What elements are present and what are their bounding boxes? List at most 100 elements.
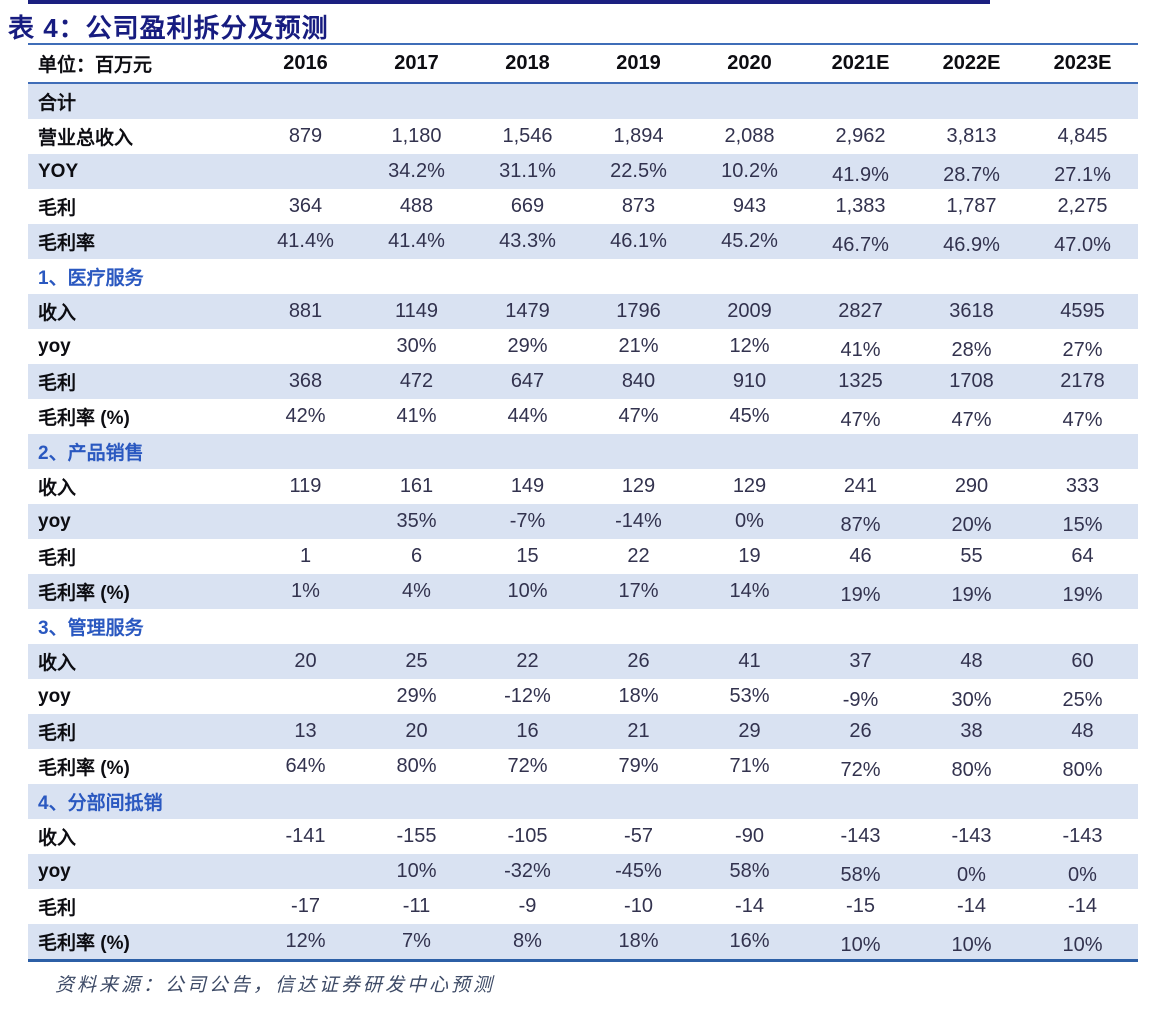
value-cell: -14 <box>957 895 986 917</box>
value-cell: 472 <box>399 370 434 392</box>
value-cell: 3618 <box>949 300 994 322</box>
value-cell: -143 <box>951 825 992 847</box>
value-cell: 80% <box>951 759 992 781</box>
table-row: 毛利 1 6 15 22 19 46 55 64 <box>28 539 1138 574</box>
value-cell: 1% <box>291 580 320 602</box>
value-cell: 42% <box>285 405 326 427</box>
value-cell: 21 <box>627 720 650 742</box>
value-cell: 48 <box>1071 720 1094 742</box>
row-label: 营业总收入 <box>38 128 134 149</box>
row-label: 收入 <box>38 653 77 674</box>
row-label: 2、产品销售 <box>38 443 144 464</box>
value-cell: 64 <box>1071 545 1094 567</box>
value-cell: -7% <box>509 510 546 532</box>
row-label: yoy <box>38 860 71 882</box>
value-cell: 1,787 <box>946 195 997 217</box>
table-row: 收入 -141 -155 -105 -57 -90 -143 -143 -143 <box>28 819 1138 854</box>
value-cell: 29% <box>396 685 437 707</box>
value-cell: 1325 <box>838 370 883 392</box>
table-row: 毛利 364 488 669 873 943 1,383 1,787 2,275 <box>28 189 1138 224</box>
table-row: 毛利率 (%) 42% 41% 44% 47% 45% 47% 47% 47% <box>28 399 1138 434</box>
value-cell: 10% <box>951 934 992 956</box>
row-label: 毛利 <box>38 898 77 919</box>
value-cell: 1,546 <box>502 125 553 147</box>
value-cell: 20 <box>294 650 317 672</box>
value-cell: 6 <box>410 545 423 567</box>
value-cell: 910 <box>732 370 767 392</box>
value-cell: 45.2% <box>721 230 778 252</box>
value-cell: 80% <box>1062 759 1103 781</box>
value-cell: -11 <box>402 895 431 917</box>
value-cell: 37 <box>849 650 872 672</box>
value-cell: 72% <box>840 759 881 781</box>
value-cell: 15% <box>1062 514 1103 536</box>
value-cell: 26 <box>849 720 872 742</box>
value-cell: 129 <box>732 475 767 497</box>
value-cell: 18% <box>618 930 659 952</box>
table-row: 毛利率 41.4% 41.4% 43.3% 46.1% 45.2% 46.7% 46.9% 47… <box>28 224 1138 259</box>
value-cell: 2178 <box>1060 370 1105 392</box>
value-cell: 26 <box>627 650 650 672</box>
value-cell: 1796 <box>616 300 661 322</box>
table-row: 收入 881 1149 1479 1796 2009 2827 3618 4595 <box>28 294 1138 329</box>
data-source-note: 资料来源：公司公告，信达证券研发中心预测 <box>55 975 496 996</box>
value-cell: 80% <box>396 755 437 777</box>
value-cell: 13 <box>294 720 317 742</box>
value-cell: 46.7% <box>832 234 889 256</box>
row-label: 4、分部间抵销 <box>38 793 163 814</box>
row-label: 毛利 <box>38 373 77 394</box>
value-cell: 881 <box>288 300 323 322</box>
value-cell: 10% <box>1062 934 1103 956</box>
table-title: 表 4：公司盈利拆分及预测 <box>8 13 329 43</box>
year-header-2022e: 2022E <box>942 52 1001 74</box>
year-header-2021e: 2021E <box>831 52 890 74</box>
table-row: yoy 10% -32% -45% 58% 58% 0% 0% <box>28 854 1138 889</box>
profit-forecast-table: 单位：百万元 2016 2017 2018 2019 2020 2021E 2022E 202… <box>28 43 1138 962</box>
value-cell: 17% <box>618 580 659 602</box>
value-cell: 647 <box>510 370 545 392</box>
year-header-2017: 2017 <box>394 52 439 74</box>
value-cell: 19 <box>738 545 761 567</box>
value-cell: 48 <box>960 650 983 672</box>
value-cell: 41% <box>396 405 437 427</box>
unit-label: 单位：百万元 <box>38 55 153 76</box>
value-cell: -12% <box>504 685 551 707</box>
value-cell: 41 <box>738 650 761 672</box>
value-cell: 1708 <box>949 370 994 392</box>
value-cell: 34.2% <box>388 160 445 182</box>
value-cell: 1149 <box>394 300 438 322</box>
section-header-row: 4、分部间抵销 <box>28 784 1138 819</box>
value-cell: 46.9% <box>943 234 1000 256</box>
table-row: yoy 30% 29% 21% 12% 41% 28% 27% <box>28 329 1138 364</box>
value-cell: -15 <box>846 895 875 917</box>
row-label: 合计 <box>38 93 77 114</box>
table-row: yoy 29% -12% 18% 53% -9% 30% 25% <box>28 679 1138 714</box>
value-cell: 1,180 <box>391 125 442 147</box>
value-cell: 119 <box>289 475 322 497</box>
value-cell: 4% <box>402 580 431 602</box>
value-cell: 19% <box>840 584 881 606</box>
table-row: 毛利率 (%) 12% 7% 8% 18% 16% 10% 10% 10% <box>28 924 1138 959</box>
table-row: 毛利 13 20 16 21 29 26 38 48 <box>28 714 1138 749</box>
section-header-row: 1、医疗服务 <box>28 259 1138 294</box>
row-label: yoy <box>38 335 71 357</box>
table-row: yoy 35% -7% -14% 0% 87% 20% 15% <box>28 504 1138 539</box>
row-label: 毛利率 (%) <box>38 408 130 429</box>
value-cell: 2,088 <box>724 125 775 147</box>
value-cell: 71% <box>729 755 770 777</box>
value-cell: -45% <box>615 860 662 882</box>
value-cell: 87% <box>840 514 881 536</box>
value-cell: 25 <box>405 650 428 672</box>
section-header-row: 3、管理服务 <box>28 609 1138 644</box>
value-cell: 840 <box>621 370 656 392</box>
value-cell: 45% <box>729 405 770 427</box>
value-cell: 7% <box>402 930 431 952</box>
year-header-2023e: 2023E <box>1053 52 1112 74</box>
table-row: 营业总收入 879 1,180 1,546 1,894 2,088 2,962 3,813 4,… <box>28 119 1138 154</box>
value-cell: 27.1% <box>1054 164 1111 186</box>
value-cell: -143 <box>840 825 881 847</box>
value-cell: 333 <box>1065 475 1100 497</box>
value-cell: 14% <box>729 580 770 602</box>
value-cell: 64% <box>285 755 326 777</box>
value-cell: 3,813 <box>946 125 997 147</box>
